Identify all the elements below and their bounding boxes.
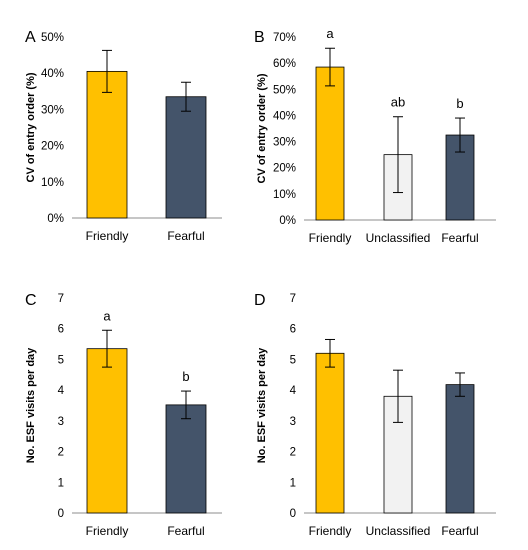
y-tick-label: 50%: [41, 32, 64, 44]
panel-letter: D: [254, 292, 266, 309]
x-category-label: Friendly: [86, 229, 129, 243]
y-tick-label: 30%: [273, 137, 296, 149]
y-tick-label: 10%: [41, 177, 64, 189]
y-axis-title: CV of entry order (%): [25, 72, 37, 182]
y-tick-label: 0: [58, 508, 64, 520]
bar-friendly: [86, 70, 128, 219]
y-tick-label: 4: [58, 385, 65, 397]
y-axis-title: No. ESF visits per day: [25, 347, 37, 463]
y-tick-label: 70%: [273, 32, 296, 44]
bar-friendly: [315, 352, 345, 514]
y-tick-label: 20%: [273, 163, 296, 175]
y-tick-label: 7: [58, 293, 64, 305]
y-tick-label: 1: [58, 477, 64, 489]
y-tick-label: 60%: [273, 58, 296, 70]
x-category-label: Fearful: [441, 231, 478, 245]
y-tick-label: 3: [290, 416, 296, 428]
chart-panel-d: D No. ESF visits per day 0 1 2 3 4 5 6 7 Friendly U…: [254, 292, 496, 538]
bar-fearful: [165, 96, 207, 219]
significance-letter: b: [456, 96, 463, 111]
chart-panel-a: A CV of entry order (%) 0% 10% 20% 30% 40% 50% F…: [25, 29, 222, 243]
significance-letter: b: [182, 369, 189, 384]
y-axis-title: CV of entry order (%): [256, 73, 268, 183]
bar-friendly: [86, 348, 128, 514]
significance-letter: a: [103, 308, 111, 323]
y-tick-label: 40%: [273, 110, 296, 122]
x-category-label: Fearful: [167, 524, 204, 538]
y-tick-label: 50%: [273, 84, 296, 96]
y-tick-label: 0: [290, 508, 296, 520]
y-tick-label: 6: [58, 324, 64, 336]
y-tick-label: 30%: [41, 104, 64, 116]
chart-panel-b: B CV of entry order (%) 0% 10% 20% 30% 40% 50% 6…: [254, 26, 496, 245]
panel-letter: A: [25, 29, 36, 46]
panel-letter: B: [254, 29, 265, 46]
x-category-label: Friendly: [309, 231, 352, 245]
bar-fearful: [445, 384, 475, 514]
x-category-label: Unclassified: [366, 524, 431, 538]
y-tick-label: 5: [58, 354, 64, 366]
x-category-label: Fearful: [441, 524, 478, 538]
y-tick-label: 20%: [41, 141, 64, 153]
panel-letter: C: [25, 292, 37, 309]
bar-friendly: [315, 66, 345, 221]
y-tick-label: 2: [58, 447, 64, 459]
significance-letter: a: [326, 26, 334, 41]
y-tick-label: 0%: [279, 215, 296, 227]
y-tick-label: 40%: [41, 68, 64, 80]
x-category-label: Unclassified: [366, 231, 431, 245]
y-tick-label: 4: [290, 385, 297, 397]
bar-fearful: [165, 404, 207, 514]
y-tick-label: 6: [290, 324, 296, 336]
y-tick-label: 10%: [273, 189, 296, 201]
y-axis-title: No. ESF visits per day: [256, 347, 268, 463]
y-tick-label: 7: [290, 293, 296, 305]
y-tick-label: 1: [290, 477, 296, 489]
y-tick-label: 5: [290, 354, 296, 366]
y-tick-label: 3: [58, 416, 64, 428]
chart-panel-c: C No. ESF visits per day 0 1 2 3 4 5 6 7 Friendly a…: [25, 292, 222, 538]
y-tick-label: 2: [290, 447, 296, 459]
y-tick-label: 0%: [47, 213, 64, 225]
x-category-label: Fearful: [167, 229, 204, 243]
significance-letter: ab: [391, 95, 405, 110]
x-category-label: Friendly: [86, 524, 129, 538]
x-category-label: Friendly: [309, 524, 352, 538]
